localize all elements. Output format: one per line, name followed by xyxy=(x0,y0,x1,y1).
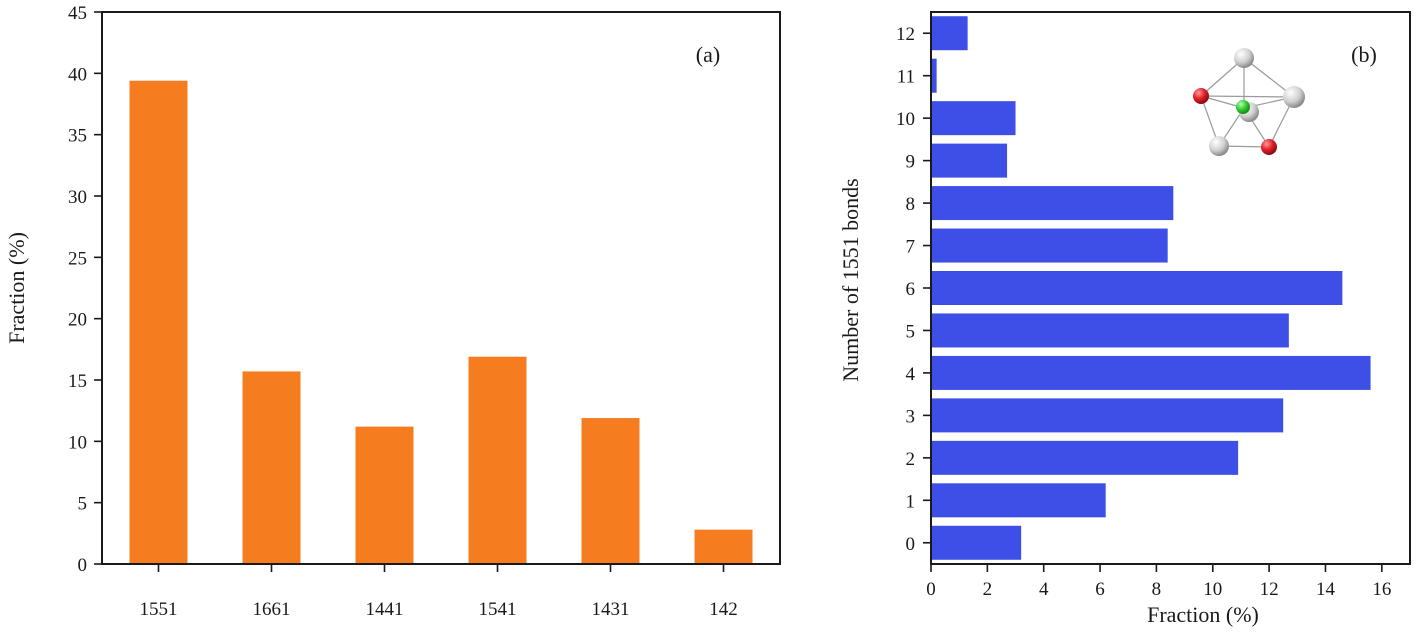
panel-a-bar-1431 xyxy=(581,418,640,564)
panel-b-y-tick-label: 1 xyxy=(906,491,916,512)
atom-white-right xyxy=(1283,86,1305,108)
panel-b-bar-3 xyxy=(931,398,1284,433)
panel-a-y-tick-label: 0 xyxy=(78,555,88,576)
panel-b-y-tick-label: 0 xyxy=(906,534,916,555)
panel-b-y-tick-label: 11 xyxy=(897,67,915,88)
panel-b-y-tick-label: 8 xyxy=(906,194,916,215)
panel-b-y-tick-label: 7 xyxy=(906,237,916,258)
panel-a-bar-1661 xyxy=(242,371,301,564)
panel-b-bar-1 xyxy=(931,483,1106,518)
panel-a-bar-1551 xyxy=(129,80,188,565)
panel-a-x-tick-label: 1541 xyxy=(479,599,517,620)
panel-b-bar-12 xyxy=(931,16,968,51)
panel-b-y-tick-label: 12 xyxy=(896,24,915,45)
atom-red-left xyxy=(1193,88,1209,104)
cluster-structure-image xyxy=(1193,48,1305,156)
panel-a-y-axis-title: Fraction (%) xyxy=(4,232,29,344)
panel-a-bar-1541 xyxy=(468,356,527,564)
panel-b-bar-5 xyxy=(931,313,1289,348)
panel-b-x-tick-label: 0 xyxy=(926,579,936,600)
panel-a-plot-frame xyxy=(101,11,781,565)
panel-b-bar-10 xyxy=(931,101,1016,136)
panel-a-x-tick-label: 1441 xyxy=(366,599,404,620)
panel-b-x-axis-title: Fraction (%) xyxy=(1147,602,1259,627)
panel-a-bar-142 xyxy=(694,529,753,564)
atom-white-lower-left xyxy=(1209,136,1229,156)
panel-b-y-tick-label: 2 xyxy=(906,449,916,470)
panel-a-y-tick-label: 35 xyxy=(68,126,87,147)
atom-red-lower-right xyxy=(1261,139,1277,155)
panel-b-y-tick-label: 6 xyxy=(906,279,916,300)
panel-b-y-axis-title: Number of 1551 bonds xyxy=(838,178,863,381)
panel-b-x-tick-label: 12 xyxy=(1260,579,1279,600)
panel-b-y-tick-label: 5 xyxy=(906,321,916,342)
panel-b-y-tick-label: 3 xyxy=(906,406,916,427)
panel-a-x-tick-label: 1431 xyxy=(592,599,630,620)
panel-a-x-tick-label: 1661 xyxy=(253,599,291,620)
panel-b-y-tick-label: 10 xyxy=(896,109,915,130)
panel-b-bars xyxy=(931,16,1371,560)
panel-a-x-tick-label: 142 xyxy=(709,599,738,620)
panel-b-x-tick-label: 6 xyxy=(1095,579,1105,600)
panel-b-bar-9 xyxy=(931,143,1008,178)
panel-b-x-tick-label: 10 xyxy=(1203,579,1222,600)
panel-a-x-tick-label: 1551 xyxy=(140,599,178,620)
panel-a-y-tick-label: 10 xyxy=(68,432,87,453)
panel-b-y-tick-label: 9 xyxy=(906,152,916,173)
panel-b-label: (b) xyxy=(1351,42,1377,67)
panel-a-y-tick-label: 40 xyxy=(68,64,87,85)
panel-b-bar-6 xyxy=(931,271,1343,305)
panel-b-x-tick-label: 4 xyxy=(1039,579,1049,600)
panel-a-y-tick-label: 15 xyxy=(68,371,87,392)
panel-a-y-tick-label: 5 xyxy=(78,494,88,515)
panel-b-x-tick-label: 8 xyxy=(1152,579,1162,600)
atom-green-center xyxy=(1236,100,1250,114)
panel-a-label: (a) xyxy=(696,42,720,67)
panel-b-bar-4 xyxy=(931,355,1371,390)
panel-b-x-tick-label: 2 xyxy=(983,579,993,600)
panel-b-x-axis: 0 2 4 6 8 10 12 14 16 xyxy=(926,564,1391,600)
panel-a-x-axis: 1551 1661 1441 1541 1431 142 xyxy=(140,564,738,620)
panel-a-bar-1441 xyxy=(355,426,414,564)
panel-b-bar-0 xyxy=(931,525,1022,560)
panel-b-y-tick-label: 4 xyxy=(906,364,916,385)
panel-b-bar-2 xyxy=(931,440,1239,475)
panel-b-x-tick-label: 16 xyxy=(1372,579,1391,600)
panel-a-y-tick-label: 45 xyxy=(68,3,87,24)
panel-a-y-axis: 0 5 10 15 20 25 30 35 40 45 xyxy=(68,3,102,576)
panel-a-y-tick-label: 30 xyxy=(68,187,87,208)
panel-b-bar-11 xyxy=(931,58,937,93)
panel-a-y-tick-label: 25 xyxy=(68,248,87,269)
panel-b-bar-7 xyxy=(931,228,1168,263)
panel-b-x-tick-label: 14 xyxy=(1316,579,1336,600)
atom-white-top xyxy=(1234,48,1254,68)
panel-a-y-tick-label: 20 xyxy=(68,310,87,331)
panel-a-bars xyxy=(129,80,753,565)
panel-b-bar-8 xyxy=(931,186,1174,221)
